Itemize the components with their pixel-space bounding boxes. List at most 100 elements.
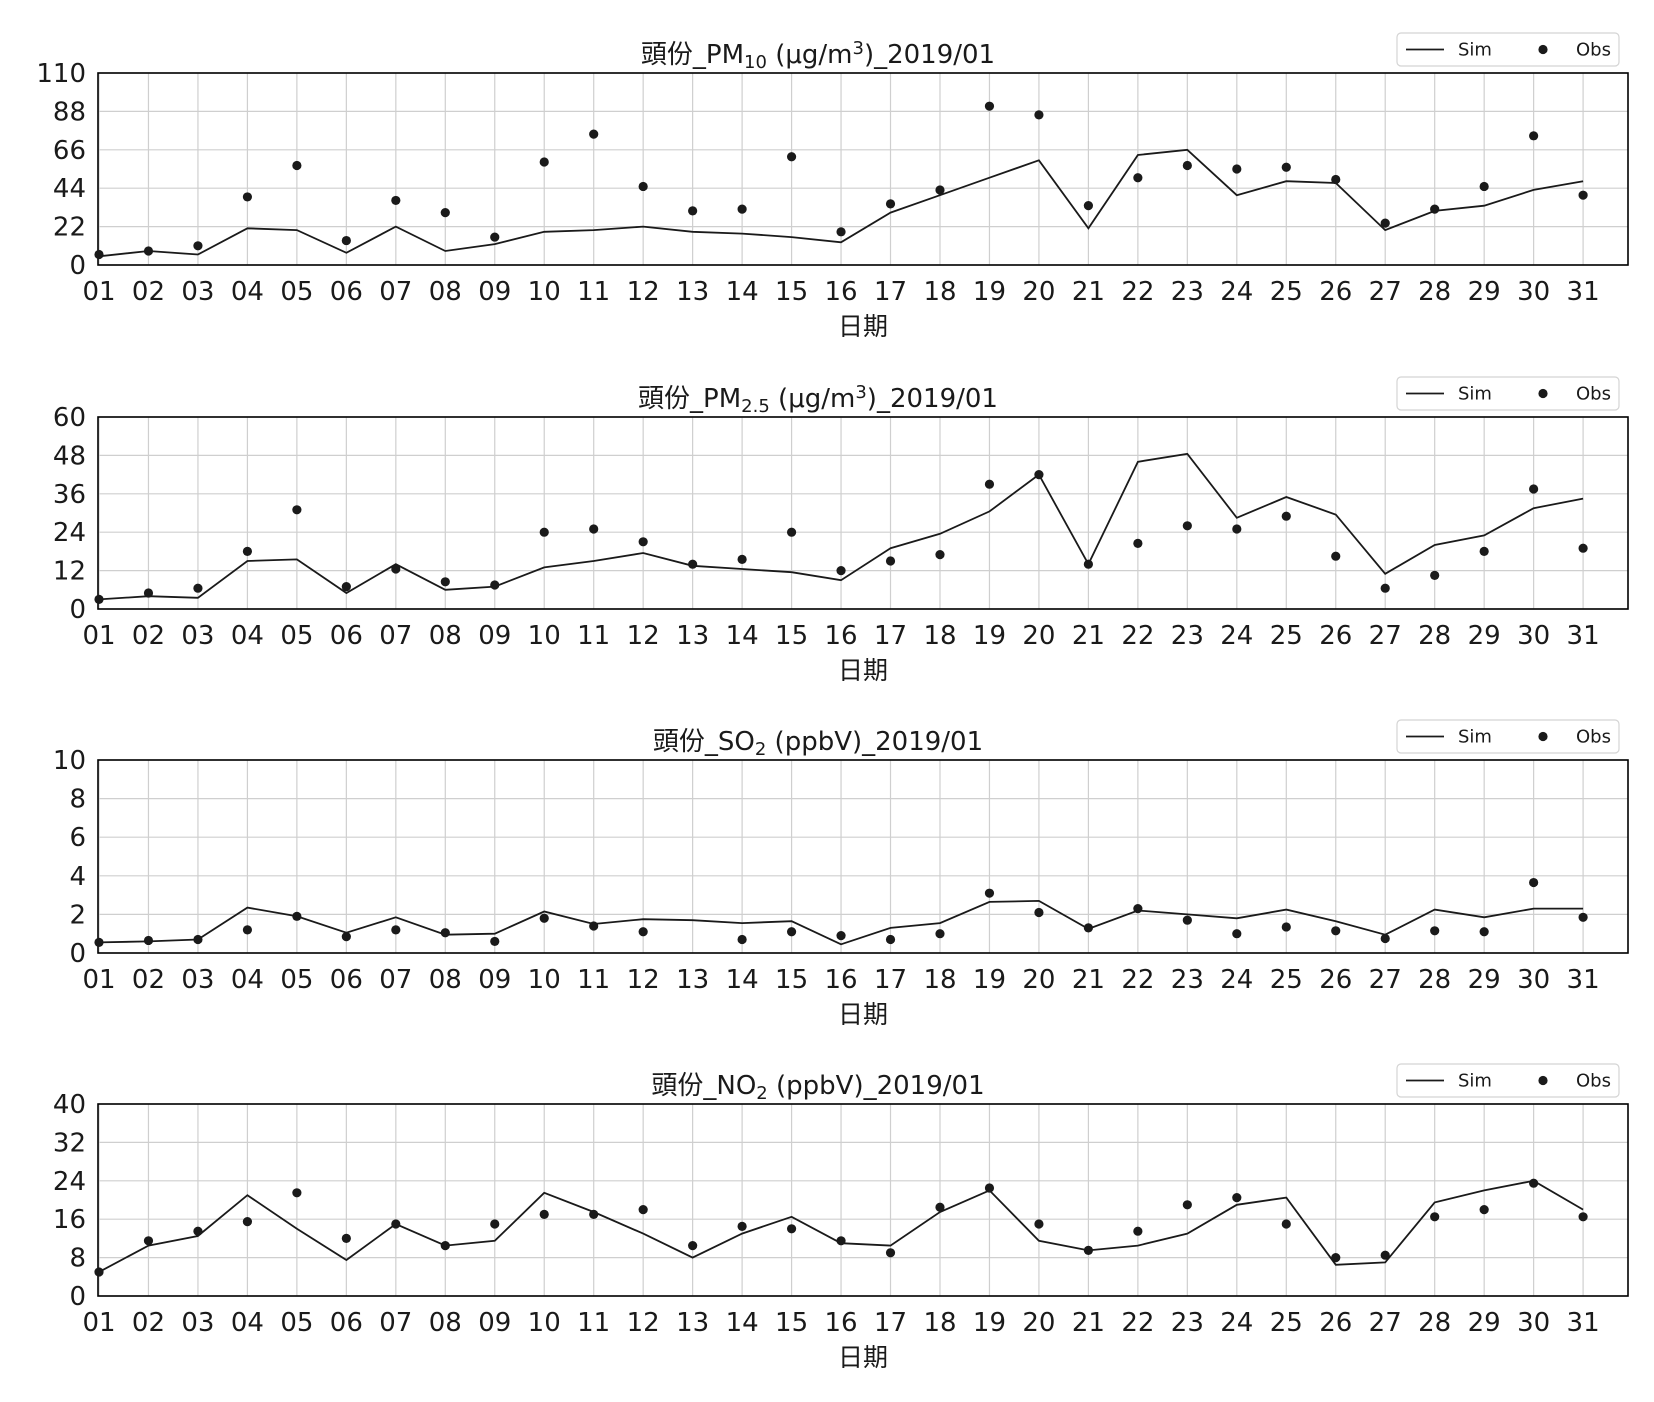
chart-title: 頭份_SO2 (ppbV)_2019/01 <box>653 727 983 760</box>
x-tick-label: 18 <box>923 1308 956 1338</box>
x-tick-label: 01 <box>82 965 115 995</box>
x-tick-label: 29 <box>1468 1308 1501 1338</box>
x-tick-label: 07 <box>379 965 412 995</box>
legend-obs-swatch <box>1538 731 1548 742</box>
x-tick-label: 14 <box>726 1308 759 1338</box>
x-tick-label: 02 <box>132 621 165 651</box>
legend-sim-label: Sim <box>1458 384 1492 405</box>
x-tick-label: 20 <box>1022 621 1055 651</box>
title-part: 2 <box>756 1083 767 1104</box>
x-tick-label: 06 <box>330 965 363 995</box>
x-tick-label: 23 <box>1171 1308 1204 1338</box>
x-tick-label: 19 <box>973 1308 1006 1338</box>
legend-obs-swatch <box>1538 388 1548 399</box>
x-tick-label: 26 <box>1319 621 1352 651</box>
y-tick-label: 36 <box>53 480 86 510</box>
x-tick-label: 11 <box>577 965 610 995</box>
obs-point <box>935 929 945 939</box>
obs-point <box>589 1209 599 1219</box>
obs-point <box>836 1236 846 1246</box>
legend: Sim Obs <box>1396 1063 1620 1098</box>
obs-point <box>1083 559 1093 569</box>
obs-point <box>638 537 648 547</box>
obs-point <box>193 1226 203 1236</box>
obs-point <box>143 1236 154 1246</box>
plot-frame <box>97 1103 1629 1297</box>
x-tick-label: 23 <box>1171 621 1204 651</box>
legend-obs-swatch <box>1538 44 1548 55</box>
obs-point <box>836 931 846 941</box>
x-tick-label: 05 <box>280 1308 313 1338</box>
obs-point <box>539 527 549 537</box>
x-tick-label: 08 <box>429 1308 462 1338</box>
x-tick-label: 14 <box>726 277 759 307</box>
y-tick-label: 12 <box>53 557 86 587</box>
legend-box <box>1396 1063 1620 1098</box>
obs-point <box>1232 1193 1242 1203</box>
y-tick-label: 8 <box>69 785 86 815</box>
x-tick-label: 05 <box>280 965 313 995</box>
obs-point <box>1380 583 1390 593</box>
x-tick-label: 24 <box>1220 621 1253 651</box>
obs-point <box>1133 1226 1143 1236</box>
legend-box <box>1396 32 1620 67</box>
obs-point <box>143 588 154 598</box>
obs-point <box>737 934 747 945</box>
obs-point <box>1479 181 1489 192</box>
obs-point <box>391 564 401 574</box>
y-tick-label: 40 <box>53 1090 86 1120</box>
x-tick-label: 10 <box>528 1308 561 1338</box>
legend-obs-label: Obs <box>1576 40 1611 61</box>
obs-point <box>490 936 500 947</box>
x-tick-label: 07 <box>379 277 412 307</box>
obs-point <box>94 594 104 605</box>
y-tick-label: 110 <box>36 59 86 89</box>
x-tick-label: 11 <box>577 277 610 307</box>
x-tick-label: 20 <box>1022 277 1055 307</box>
x-tick-label: 27 <box>1369 277 1402 307</box>
x-tick-label: 16 <box>825 1308 858 1338</box>
x-tick-label: 08 <box>429 277 462 307</box>
x-tick-label: 22 <box>1121 1308 1154 1338</box>
obs-point <box>935 1202 945 1212</box>
x-tick-label: 14 <box>726 965 759 995</box>
obs-point <box>638 927 648 937</box>
x-axis-label: 日期 <box>838 1000 888 1029</box>
x-tick-label: 07 <box>379 621 412 651</box>
title-part: 頭份_NO <box>651 1071 756 1101</box>
obs-point <box>688 1241 698 1251</box>
chart-title: 頭份_PM10 (μg/m3)_2019/01 <box>641 38 995 73</box>
obs-point <box>143 935 154 946</box>
x-tick-label: 06 <box>330 277 363 307</box>
obs-point <box>1430 1212 1440 1222</box>
obs-point <box>589 129 599 139</box>
x-tick-label: 04 <box>231 621 264 651</box>
x-tick-label: 23 <box>1171 277 1204 307</box>
obs-point <box>688 559 698 569</box>
obs-point <box>935 185 945 195</box>
obs-point <box>242 1217 253 1227</box>
obs-point <box>885 1248 896 1258</box>
obs-point <box>786 927 797 937</box>
obs-point <box>440 208 450 218</box>
x-tick-label: 31 <box>1567 621 1600 651</box>
x-tick-label: 28 <box>1418 1308 1451 1338</box>
x-tick-label: 30 <box>1517 277 1550 307</box>
obs-point <box>737 554 747 565</box>
x-tick-label: 28 <box>1418 621 1451 651</box>
obs-point <box>1034 470 1044 480</box>
obs-point <box>94 1267 104 1277</box>
obs-point <box>1281 162 1291 172</box>
obs-point <box>638 181 648 192</box>
obs-point <box>440 1241 450 1251</box>
obs-point <box>1529 1178 1539 1188</box>
y-tick-label: 16 <box>53 1205 86 1235</box>
x-tick-label: 27 <box>1369 965 1402 995</box>
x-tick-label: 10 <box>528 277 561 307</box>
obs-point <box>1529 484 1539 494</box>
obs-point <box>1479 927 1489 937</box>
obs-point <box>1331 551 1341 561</box>
obs-point <box>786 527 797 537</box>
x-tick-label: 05 <box>280 277 313 307</box>
